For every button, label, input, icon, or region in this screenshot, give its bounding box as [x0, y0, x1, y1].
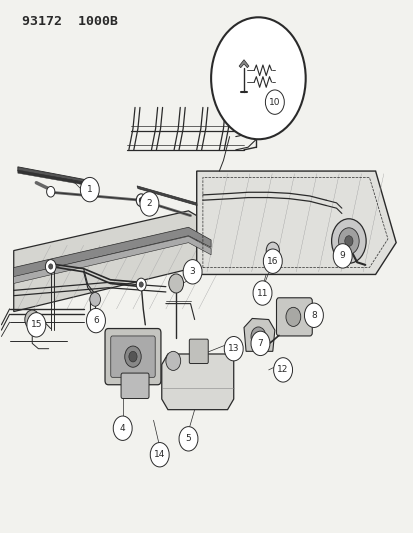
Circle shape [304, 303, 323, 327]
Circle shape [183, 260, 202, 284]
Text: 3: 3 [189, 268, 195, 276]
Text: 9: 9 [339, 252, 345, 261]
Circle shape [128, 351, 137, 362]
Text: 5: 5 [185, 434, 191, 443]
Circle shape [27, 313, 46, 337]
Circle shape [332, 244, 351, 268]
Text: 10: 10 [268, 98, 280, 107]
Circle shape [344, 236, 352, 246]
Circle shape [25, 310, 40, 329]
Polygon shape [243, 318, 274, 351]
FancyBboxPatch shape [111, 336, 155, 377]
Text: 1: 1 [87, 185, 93, 194]
Circle shape [80, 177, 99, 202]
FancyBboxPatch shape [189, 339, 208, 364]
FancyBboxPatch shape [121, 373, 149, 399]
Text: 11: 11 [256, 288, 268, 297]
Text: 93172  1000B: 93172 1000B [22, 14, 118, 28]
Polygon shape [161, 354, 233, 410]
Text: 13: 13 [228, 344, 239, 353]
Circle shape [166, 351, 180, 370]
FancyBboxPatch shape [276, 298, 311, 336]
Text: 2: 2 [146, 199, 152, 208]
Circle shape [113, 416, 132, 440]
Circle shape [140, 192, 159, 216]
Circle shape [285, 308, 300, 326]
Circle shape [178, 426, 197, 451]
Circle shape [211, 17, 305, 139]
Circle shape [150, 442, 169, 467]
Circle shape [136, 194, 146, 207]
Text: 6: 6 [93, 316, 99, 325]
Circle shape [250, 327, 265, 346]
Circle shape [136, 278, 146, 291]
Polygon shape [196, 171, 395, 274]
Polygon shape [14, 236, 211, 284]
Circle shape [273, 358, 292, 382]
Circle shape [224, 336, 242, 361]
Circle shape [250, 331, 269, 356]
Circle shape [124, 346, 141, 367]
Text: 7: 7 [257, 339, 263, 348]
Circle shape [263, 249, 282, 273]
Circle shape [338, 228, 358, 254]
Text: 16: 16 [266, 257, 278, 265]
Text: 8: 8 [310, 311, 316, 320]
Text: 12: 12 [277, 366, 288, 374]
Circle shape [47, 187, 55, 197]
Text: 4: 4 [120, 424, 125, 433]
Circle shape [139, 198, 143, 203]
FancyBboxPatch shape [105, 328, 161, 385]
Circle shape [252, 281, 271, 305]
Text: 14: 14 [154, 450, 165, 459]
Polygon shape [18, 170, 96, 187]
Text: 15: 15 [31, 320, 42, 329]
Polygon shape [137, 186, 197, 206]
Circle shape [331, 219, 365, 263]
Circle shape [169, 274, 183, 293]
Circle shape [49, 264, 53, 269]
Circle shape [254, 332, 261, 341]
Polygon shape [18, 167, 98, 184]
Circle shape [139, 282, 143, 287]
Circle shape [265, 90, 284, 114]
Circle shape [86, 309, 105, 333]
Polygon shape [14, 227, 211, 277]
Polygon shape [238, 60, 248, 68]
Circle shape [266, 242, 279, 259]
Circle shape [90, 293, 100, 306]
Polygon shape [14, 211, 211, 312]
Circle shape [45, 260, 56, 273]
